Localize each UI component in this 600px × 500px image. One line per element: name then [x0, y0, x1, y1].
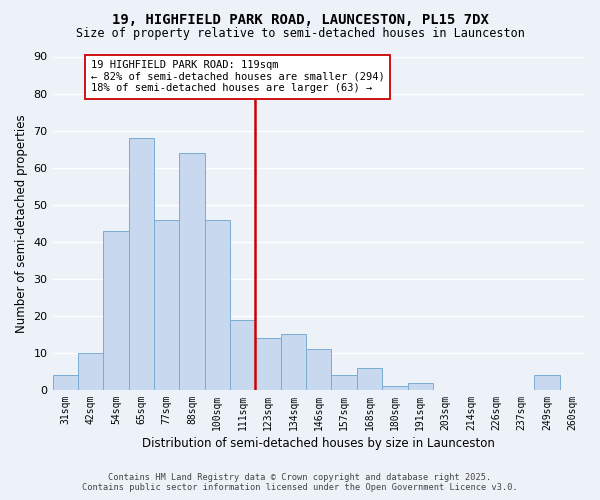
Bar: [230, 320, 256, 390]
Text: Size of property relative to semi-detached houses in Launceston: Size of property relative to semi-detach…: [76, 28, 524, 40]
X-axis label: Distribution of semi-detached houses by size in Launceston: Distribution of semi-detached houses by …: [142, 437, 495, 450]
Bar: [331, 375, 357, 390]
Bar: [534, 375, 560, 390]
Bar: [382, 386, 407, 390]
Bar: [256, 338, 281, 390]
Bar: [103, 230, 128, 390]
Bar: [357, 368, 382, 390]
Bar: [281, 334, 306, 390]
Bar: [78, 353, 103, 390]
Bar: [306, 349, 331, 390]
Text: 19 HIGHFIELD PARK ROAD: 119sqm
← 82% of semi-detached houses are smaller (294)
1: 19 HIGHFIELD PARK ROAD: 119sqm ← 82% of …: [91, 60, 385, 94]
Bar: [128, 138, 154, 390]
Text: Contains HM Land Registry data © Crown copyright and database right 2025.
Contai: Contains HM Land Registry data © Crown c…: [82, 473, 518, 492]
Bar: [179, 153, 205, 390]
Y-axis label: Number of semi-detached properties: Number of semi-detached properties: [15, 114, 28, 332]
Bar: [53, 375, 78, 390]
Bar: [205, 220, 230, 390]
Text: 19, HIGHFIELD PARK ROAD, LAUNCESTON, PL15 7DX: 19, HIGHFIELD PARK ROAD, LAUNCESTON, PL1…: [112, 12, 488, 26]
Bar: [407, 382, 433, 390]
Bar: [154, 220, 179, 390]
